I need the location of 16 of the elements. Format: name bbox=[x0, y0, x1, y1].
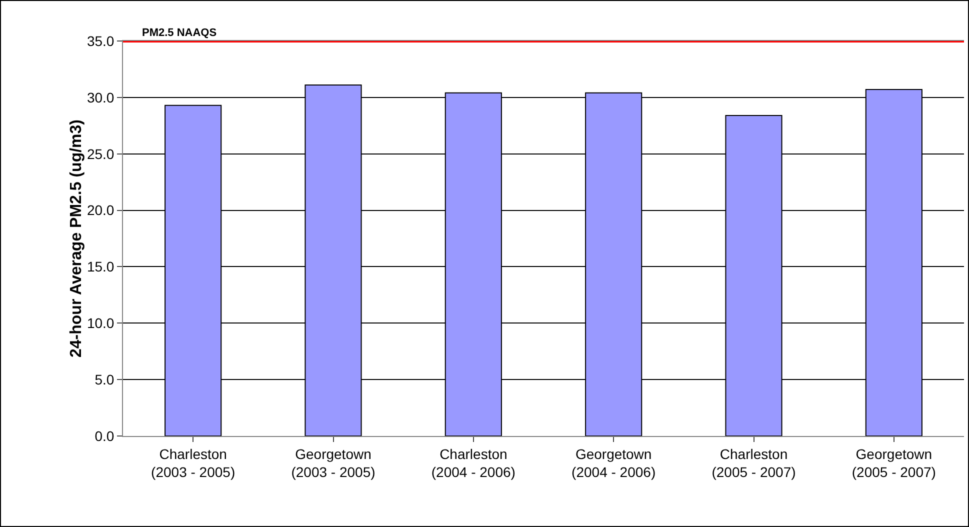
y-tick-label: 5.0 bbox=[94, 371, 114, 388]
x-tick-label: Georgetown (2004 - 2006) bbox=[572, 446, 656, 480]
y-tick-label: 0.0 bbox=[94, 428, 114, 444]
ref-line-label: PM2.5 NAAQS bbox=[142, 27, 217, 39]
y-tick-label: 30.0 bbox=[86, 89, 114, 106]
y-axis-title: 24-hour Average PM2.5 (ug/m3) bbox=[68, 120, 85, 358]
y-tick-label: 10.0 bbox=[86, 315, 114, 332]
y-tick-label: 15.0 bbox=[86, 258, 114, 275]
y-tick-label: 35.0 bbox=[86, 32, 114, 49]
y-tick-label: 20.0 bbox=[86, 202, 114, 218]
x-tick-label: Georgetown (2005 - 2007) bbox=[852, 446, 936, 480]
x-tick-label: Georgetown (2003 - 2005) bbox=[291, 446, 376, 480]
x-tick-label: Charleston (2005 - 2007) bbox=[712, 446, 796, 480]
x-tick-label: Charleston (2003 - 2005) bbox=[151, 446, 236, 480]
y-tick-label: 25.0 bbox=[86, 146, 114, 162]
x-tick-label: Charleston (2004 - 2006) bbox=[431, 446, 516, 480]
